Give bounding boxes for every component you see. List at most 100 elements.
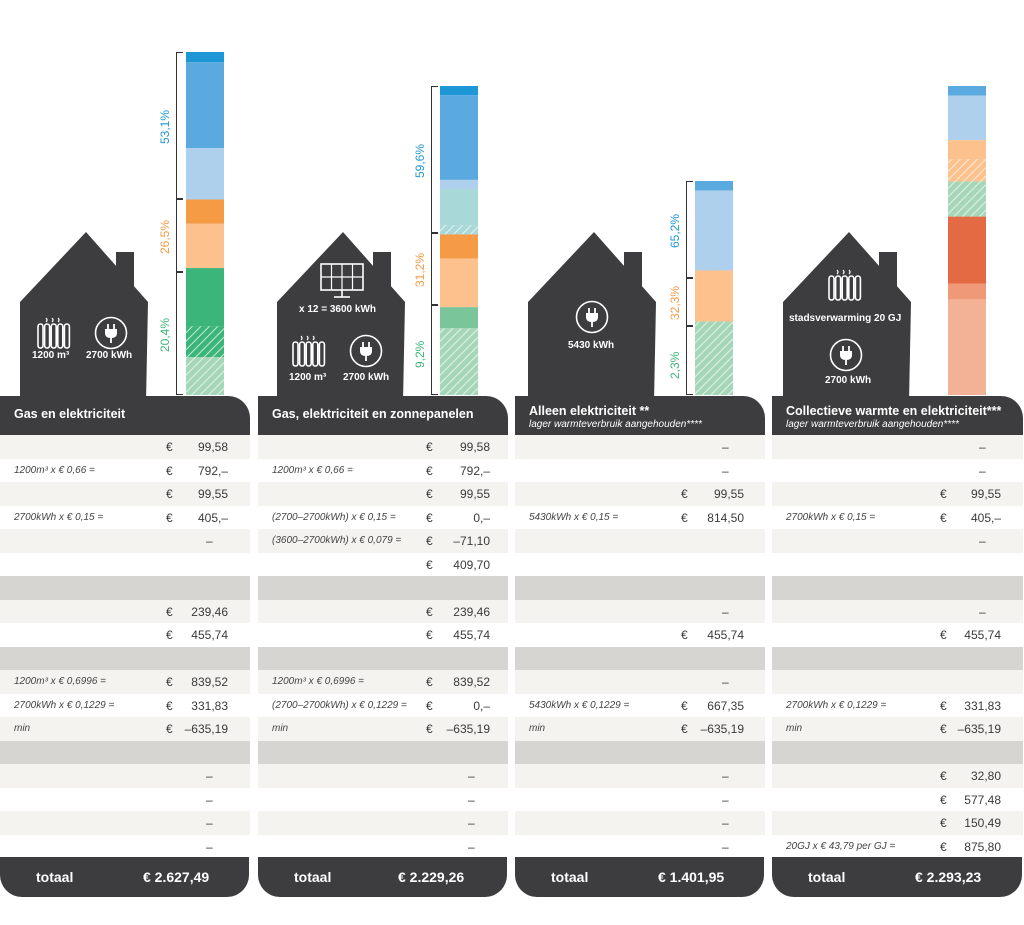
euro-sign: €: [681, 698, 688, 713]
percentage-label: 26,5%: [158, 219, 172, 254]
table-row: [0, 552, 250, 576]
row-amount: 0,–: [473, 698, 490, 713]
row-amount: 331,83: [191, 698, 228, 713]
euro-sign: €: [426, 698, 433, 713]
district-heating-icon: [828, 269, 862, 301]
bar-segment-8: [948, 299, 986, 395]
table-row: (2700–2700kWh) x € 0,1229 = €0,–: [258, 693, 508, 717]
radiator-icon: [292, 335, 326, 367]
table-row: [772, 670, 1023, 694]
table-row: –: [515, 834, 765, 858]
bar-segment-4: [186, 199, 224, 224]
row-amount: –: [979, 604, 986, 619]
table-row: €150,49: [772, 811, 1023, 835]
table-row: €455,74: [515, 623, 765, 647]
house-label-gas: 1200 m³: [289, 372, 327, 383]
percentage-label: 59,6%: [413, 143, 427, 178]
table-row: 1200m³ x € 0,6996 = €839,52: [0, 670, 250, 694]
row-amount: –635,19: [446, 722, 490, 736]
row-formula-label: 2700kWh x € 0,15 =: [786, 511, 876, 523]
row-formula-label: 1200m³ x € 0,6996 =: [14, 676, 107, 687]
table-row: [515, 529, 765, 553]
table-row: 2700kWh x € 0,15 = €405,–: [772, 505, 1023, 529]
bar-segment-3: [695, 270, 733, 322]
table-row: min € –635,19: [515, 717, 765, 741]
table-row: 2700kWh x € 0,1229 = €331,83: [0, 693, 250, 717]
table-row: [515, 740, 765, 764]
row-amount: –: [979, 534, 986, 548]
electric-plug-icon: [829, 338, 863, 372]
table-row: –: [772, 599, 1023, 623]
row-formula-label: min: [529, 723, 546, 734]
percentage-label: 65,2%: [668, 213, 682, 248]
total-bar: totaal € 2.627,49: [0, 857, 249, 897]
row-amount: –635,19: [957, 722, 1001, 736]
table-row: [258, 740, 508, 764]
table-row: [0, 576, 250, 600]
table-row: 2700kWh x € 0,1229 = €331,83: [772, 693, 1023, 717]
euro-sign: €: [426, 510, 433, 525]
bar-segment-hatch: [695, 321, 733, 395]
percentage-bracket: [686, 326, 693, 395]
table-row: –: [0, 811, 250, 835]
row-formula-label: 2700kWh x € 0,1229 =: [786, 699, 887, 711]
euro-sign: €: [426, 487, 433, 501]
row-amount: 577,48: [964, 792, 1001, 807]
table-row: €455,74: [772, 623, 1023, 647]
row-amount: –635,19: [184, 722, 228, 736]
euro-sign: €: [166, 510, 173, 525]
euro-sign: €: [940, 722, 947, 736]
house-icon: [277, 232, 405, 402]
bar-segment-hatch: [186, 326, 224, 358]
table-row: [0, 740, 250, 764]
scenario-title-bar: Gas en elektriciteit: [0, 396, 250, 435]
table-row: –: [0, 529, 250, 553]
row-amount: 32,80: [970, 769, 1001, 783]
table-row: 20GJ x € 43,79 per GJ = €875,80: [772, 834, 1023, 858]
table-row: –: [258, 764, 508, 788]
table-row: (2700–2700kWh) x € 0,15 = €0,–: [258, 505, 508, 529]
table-row: [258, 646, 508, 670]
row-amount: 792,–: [197, 463, 228, 478]
euro-sign: €: [166, 604, 173, 619]
cost-rows: – – €99,55 5430kWh x € 0,15 = €814,50 – €455,7…: [515, 435, 765, 858]
cost-rows: €99,58 1200m³ x € 0,66 = €792,– €99,55 (2700…: [258, 435, 508, 858]
total-bar: totaal € 1.401,95: [515, 857, 764, 897]
table-row: €239,46: [0, 599, 250, 623]
euro-sign: €: [426, 628, 433, 642]
bar-segment-hatch: [948, 159, 986, 182]
table-row: –: [515, 787, 765, 811]
row-amount: 99,55: [970, 487, 1001, 501]
euro-sign: €: [166, 675, 173, 689]
row-amount: 99,55: [197, 487, 228, 501]
percentage-label: 20,4%: [158, 317, 172, 352]
table-row: min € –635,19: [772, 717, 1023, 741]
table-row: [515, 646, 765, 670]
row-amount: 455,74: [707, 628, 744, 642]
bar-segment-hatch: [440, 328, 478, 395]
total-label: totaal: [551, 869, 589, 885]
bar-segment-2: [695, 190, 733, 271]
house-label-gas: 1200 m³: [32, 350, 70, 361]
euro-sign: €: [681, 722, 688, 736]
bar-segment-1: [948, 86, 986, 96]
bar-segment-3: [948, 140, 986, 160]
stacked-cost-bar: [695, 181, 733, 395]
euro-sign: €: [681, 487, 688, 501]
euro-sign: €: [940, 816, 947, 830]
total-bar: totaal € 2.229,26: [258, 857, 507, 897]
row-formula-label: 2700kWh x € 0,1229 =: [14, 699, 115, 711]
electric-plug-icon: [94, 316, 128, 350]
row-amount: 667,35: [707, 698, 744, 713]
percentage-label: 2,3%: [668, 351, 682, 379]
row-formula-label: 5430kWh x € 0,1229 =: [529, 699, 630, 711]
bar-segment-5: [186, 223, 224, 269]
euro-sign: €: [166, 463, 173, 478]
table-row: (3600–2700kWh) x € 0,079 = € –71,10: [258, 529, 508, 553]
row-formula-label: 20GJ x € 43,79 per GJ =: [786, 840, 896, 852]
table-row: –: [772, 529, 1023, 553]
scenario-title: Collectieve warmte en elektriciteit***: [786, 404, 1002, 418]
table-row: –: [258, 787, 508, 811]
percentage-label: 9,2%: [413, 340, 427, 368]
radiator-icon: [37, 317, 71, 349]
